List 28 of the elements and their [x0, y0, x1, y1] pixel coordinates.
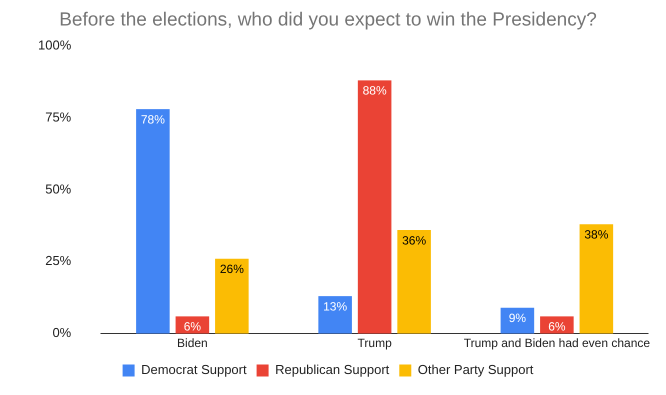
- chart-title: Before the elections, who did you expect to win the Presidency?: [59, 10, 597, 31]
- data-label: 6%: [548, 320, 566, 334]
- y-tick-label: 50%: [45, 181, 72, 196]
- y-tick-label: 25%: [45, 253, 72, 268]
- x-tick-label: Trump: [358, 336, 392, 350]
- x-tick-label: Trump and Biden had even chance: [464, 336, 650, 350]
- legend-label: Republican Support: [275, 362, 390, 378]
- bar: [358, 80, 392, 334]
- y-tick-label: 0%: [52, 325, 72, 340]
- data-label: 26%: [220, 262, 244, 276]
- data-label: 36%: [402, 233, 426, 248]
- legend-label: Democrat Support: [141, 362, 247, 378]
- data-label: 6%: [184, 320, 202, 334]
- bar: [136, 109, 170, 334]
- bar: [580, 224, 614, 334]
- data-label: 9%: [508, 311, 526, 326]
- data-label: 38%: [584, 228, 609, 242]
- x-tick-label: Biden: [177, 336, 208, 350]
- data-label: 13%: [323, 300, 348, 314]
- data-label: 88%: [362, 84, 387, 98]
- bar: [397, 230, 431, 334]
- bar: [318, 296, 352, 334]
- data-label: 78%: [140, 112, 166, 126]
- bar: [215, 258, 249, 334]
- y-tick-label: 100%: [38, 37, 72, 52]
- legend-label: Other Party Support: [418, 362, 534, 378]
- bar: [500, 308, 534, 334]
- y-tick-label: 75%: [45, 109, 72, 124]
